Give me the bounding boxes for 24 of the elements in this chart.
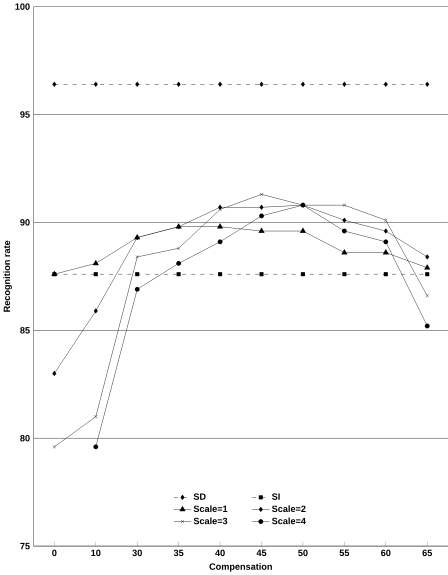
y-tick-label: 90: [20, 219, 30, 226]
legend-label: SI: [272, 493, 280, 500]
x-tick-label: 60: [380, 550, 390, 556]
legend-label: Scale=2: [272, 505, 306, 512]
y-tick-label: 80: [20, 434, 30, 442]
legend-label: Scale=1: [194, 505, 228, 512]
x-tick-label: 0: [52, 550, 56, 556]
x-tick-label: 50: [298, 550, 308, 556]
y-tick-label: 75: [20, 542, 30, 550]
y-tick-label: 95: [20, 111, 30, 118]
y-tick-label: 100: [15, 3, 30, 10]
x-tick-label: 45: [256, 550, 266, 556]
y-axis-title: Recognition rate: [3, 240, 12, 312]
legend-label: Scale=3: [194, 518, 228, 524]
y-tick-label: 85: [20, 327, 30, 334]
legend-label: SD: [194, 493, 206, 500]
x-axis-title: Compensation: [209, 563, 272, 572]
x-tick-label: 40: [215, 550, 225, 556]
x-tick-label: 65: [422, 550, 432, 556]
x-tick-label: 35: [174, 550, 184, 556]
x-tick-label: 30: [132, 550, 142, 556]
legend-label: Scale=4: [272, 518, 306, 524]
x-tick-label: 55: [340, 550, 350, 556]
x-tick-label: 10: [91, 550, 100, 556]
